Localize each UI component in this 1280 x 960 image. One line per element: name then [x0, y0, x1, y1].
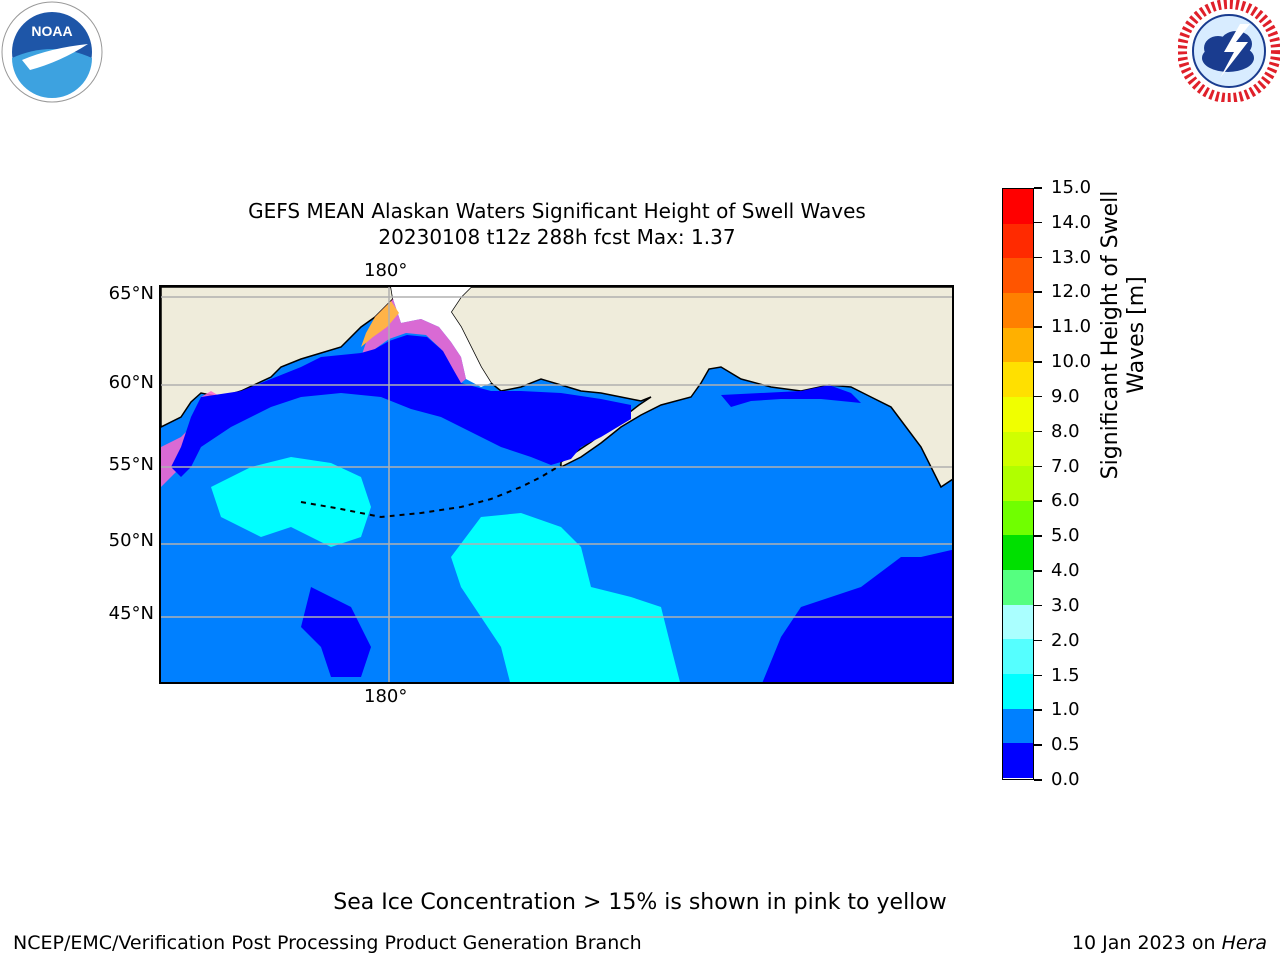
colorbar-tick [1034, 291, 1042, 293]
colorbar-segment [1003, 639, 1033, 675]
colorbar-tick-label: 13.0 [1051, 246, 1092, 268]
colorbar-tick-label: 2.0 [1051, 629, 1080, 651]
lon-label-top: 180° [364, 260, 408, 281]
colorbar-segment [1003, 500, 1033, 536]
colorbar-segment [1003, 570, 1033, 606]
colorbar-tick-label: 1.5 [1051, 664, 1080, 686]
lat-label-60: 60°N [108, 372, 154, 393]
aleutian-chain [300, 464, 562, 519]
map-panel [159, 285, 954, 684]
colorbar-tick [1034, 709, 1042, 711]
colorbar-tick [1034, 465, 1042, 468]
colorbar-tick [1034, 779, 1042, 781]
colorbar-tick-label: 4.0 [1051, 560, 1080, 582]
colorbar-tick [1034, 500, 1042, 502]
colorbar-tick-label: 7.0 [1051, 455, 1080, 477]
colorbar-tick [1034, 326, 1042, 328]
colorbar-tick [1034, 430, 1042, 433]
ocean-high-central [451, 513, 680, 682]
colorbar-tick [1034, 221, 1042, 224]
colorbar-tick-label: 0.5 [1051, 734, 1080, 756]
colorbar-segment [1003, 674, 1033, 710]
colorbar-tick [1034, 674, 1042, 677]
colorbar-segment [1003, 431, 1033, 467]
colorbar-tick-label: 6.0 [1051, 490, 1080, 512]
colorbar-tick [1034, 535, 1042, 537]
colorbar-tick [1034, 639, 1042, 642]
colorbar-tick-label: 11.0 [1051, 316, 1092, 338]
colorbar-segment [1003, 535, 1033, 571]
colorbar-tick-label: 0.0 [1051, 769, 1080, 790]
footer-producer: NCEP/EMC/Verification Post Processing Pr… [13, 932, 642, 954]
ocean-low-se [762, 549, 952, 682]
colorbar-tick-label: 5.0 [1051, 525, 1080, 547]
colorbar-tick-label: 3.0 [1051, 594, 1080, 616]
chart-title: GEFS MEAN Alaskan Waters Significant Hei… [248, 199, 866, 223]
chart-subtitle: 20230108 t12z 288h fcst Max: 1.37 [378, 225, 736, 249]
ocean-low-sw [301, 587, 371, 677]
gridlines [161, 287, 952, 682]
colorbar-tick [1034, 395, 1042, 398]
nws-logo [1178, 0, 1280, 102]
svg-text:NOAA: NOAA [31, 23, 72, 39]
colorbar-tick [1034, 744, 1042, 746]
sea-ice-white [391, 287, 491, 387]
ocean-high-west [211, 457, 371, 547]
colorbar-tick-label: 14.0 [1051, 211, 1092, 233]
footer-machine: Hera [1221, 932, 1267, 954]
colorbar-tick-label: 10.0 [1051, 351, 1092, 373]
colorbar-tick-label: 15.0 [1051, 177, 1092, 198]
colorbar-tick-label: 1.0 [1051, 699, 1080, 721]
lat-label-45: 45°N [108, 603, 154, 624]
colorbar-tick-label: 12.0 [1051, 281, 1092, 303]
colorbar-segment [1003, 396, 1033, 433]
colorbar-segment [1003, 743, 1033, 779]
colorbar-tick [1034, 570, 1042, 572]
sea-ice-note: Sea Ice Concentration > 15% is shown in … [333, 890, 947, 915]
colorbar-segment [1003, 604, 1033, 640]
colorbar-segment [1003, 189, 1033, 225]
colorbar-segment [1003, 708, 1033, 744]
colorbar-tick-label: 9.0 [1051, 385, 1080, 407]
colorbar-tick [1034, 361, 1042, 363]
colorbar [1002, 188, 1034, 780]
ocean-low-alaska-gulf [721, 385, 861, 407]
lon-label-bottom: 180° [364, 686, 408, 707]
colorbar-tick [1034, 187, 1042, 189]
colorbar-title: Significant Height of Swell Waves [m] [1098, 190, 1149, 480]
colorbar-tick-label: 8.0 [1051, 420, 1080, 442]
footer-date: 10 Jan 2023 on [1071, 932, 1222, 954]
colorbar-segment [1003, 292, 1033, 329]
colorbar-segment [1003, 327, 1033, 363]
noaa-logo: NOAA [1, 1, 103, 103]
ocean-low-bering [171, 335, 631, 477]
colorbar-segment [1003, 258, 1033, 294]
lat-label-65: 65°N [108, 283, 154, 304]
land-alaska [450, 287, 952, 489]
colorbar-segment [1003, 362, 1033, 398]
footer-date-machine: 10 Jan 2023 on Hera [1072, 932, 1267, 954]
colorbar-segment [1003, 466, 1033, 502]
lat-label-50: 50°N [108, 530, 154, 551]
colorbar-tick [1034, 256, 1042, 259]
colorbar-segment [1003, 223, 1033, 259]
lat-label-55: 55°N [108, 454, 154, 475]
colorbar-tick [1034, 604, 1042, 607]
map-canvas [161, 287, 952, 682]
